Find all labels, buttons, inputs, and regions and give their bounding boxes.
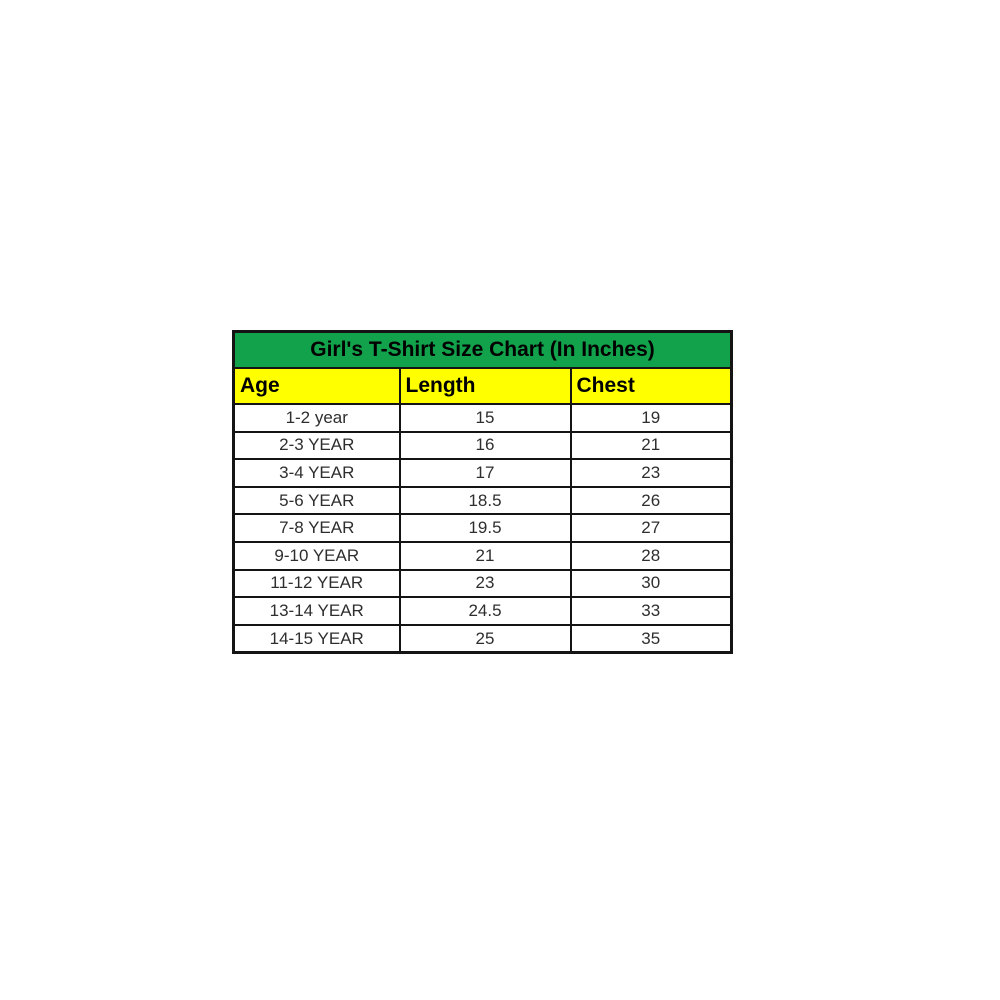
length-value: 16 <box>398 430 572 461</box>
length-value: 18.5 <box>398 485 572 516</box>
table-row: 3-4 YEAR 17 23 <box>232 458 733 488</box>
table-title: Girl's T-Shirt Size Chart (In Inches) <box>232 330 733 369</box>
chest-value: 19 <box>569 403 733 433</box>
table-row: 13-14 YEAR 24.5 33 <box>232 596 733 626</box>
age-value: 1-2 year <box>232 403 401 433</box>
size-chart-table: Girl's T-Shirt Size Chart (In Inches) Ag… <box>232 330 734 655</box>
age-value: 11-12 YEAR <box>232 568 401 599</box>
column-header-age: Age <box>232 367 401 405</box>
length-value: 21 <box>398 540 572 571</box>
column-header-chest: Chest <box>569 367 733 405</box>
chest-value: 30 <box>569 568 733 599</box>
length-value: 15 <box>398 403 572 433</box>
table-header-row: Age Length Chest <box>232 367 733 405</box>
table-row: 9-10 YEAR 21 28 <box>232 540 733 571</box>
chest-value: 23 <box>569 458 733 488</box>
chest-value: 21 <box>569 430 733 461</box>
age-value: 2-3 YEAR <box>232 430 401 461</box>
chest-value: 27 <box>569 513 733 543</box>
chest-value: 28 <box>569 540 733 571</box>
age-value: 13-14 YEAR <box>232 596 401 626</box>
length-value: 23 <box>398 568 572 599</box>
length-value: 25 <box>398 623 572 654</box>
table-row: 14-15 YEAR 25 35 <box>232 623 733 654</box>
table-row: 2-3 YEAR 16 21 <box>232 430 733 461</box>
age-value: 5-6 YEAR <box>232 485 401 516</box>
table-row: 5-6 YEAR 18.5 26 <box>232 485 733 516</box>
chest-value: 33 <box>569 596 733 626</box>
table-row: 1-2 year 15 19 <box>232 403 733 433</box>
age-value: 9-10 YEAR <box>232 540 401 571</box>
chest-value: 26 <box>569 485 733 516</box>
chest-value: 35 <box>569 623 733 654</box>
age-value: 14-15 YEAR <box>232 623 401 654</box>
table-title-row: Girl's T-Shirt Size Chart (In Inches) <box>232 330 733 369</box>
length-value: 24.5 <box>398 596 572 626</box>
age-value: 3-4 YEAR <box>232 458 401 488</box>
length-value: 17 <box>398 458 572 488</box>
table-row: 11-12 YEAR 23 30 <box>232 568 733 599</box>
column-header-length: Length <box>398 367 572 405</box>
table-row: 7-8 YEAR 19.5 27 <box>232 513 733 543</box>
length-value: 19.5 <box>398 513 572 543</box>
age-value: 7-8 YEAR <box>232 513 401 543</box>
